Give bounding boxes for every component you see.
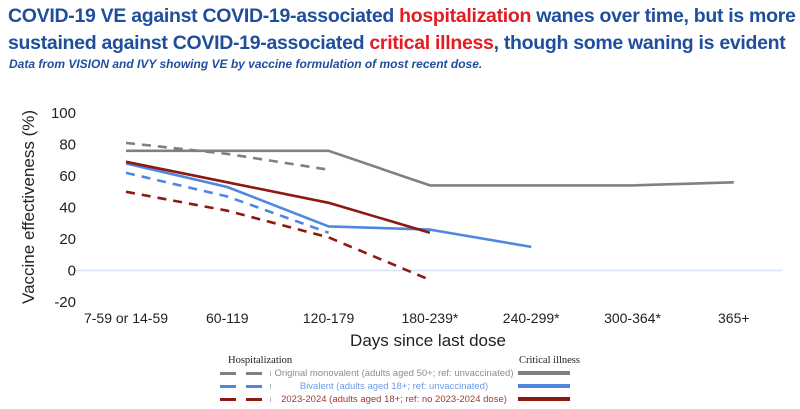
y-tick-label: 20 (59, 231, 76, 248)
series-line-bivalent-critical-illness (125, 162, 532, 249)
y-axis-title: Vaccine effectiveness (%) (19, 110, 38, 304)
x-axis-ticks: 7-59 or 14-59 60-119 120-179 180-239* 240-29… (84, 310, 750, 326)
x-tick-label: 240-299* (503, 310, 560, 326)
x-tick-label: 60-119 (206, 310, 249, 326)
title-part-3: , though some waning is evident (493, 32, 786, 54)
x-tick-label: 7-59 or 14-59 (84, 310, 168, 326)
x-tick-label: 180-239* (401, 310, 458, 326)
y-tick-label: 0 (68, 263, 76, 280)
title-part-2: wanes over time, but is more sustained a… (8, 5, 796, 54)
y-tick-label: 100 (51, 105, 76, 122)
title-highlight-critical-illness: critical illness (369, 32, 494, 54)
y-tick-label: 40 (59, 200, 76, 217)
series-lines (125, 141, 734, 282)
title-part-1: COVID-19 VE against COVID-19-associated (8, 5, 400, 27)
series-line-original-hospitalization (125, 141, 329, 171)
y-axis-ticks: 100 80 60 40 20 0 -20 (51, 105, 76, 311)
x-tick-label: 120-179 (303, 310, 355, 326)
y-tick-label: -20 (54, 294, 76, 311)
chart-title: COVID-19 VE against COVID-19-associated … (8, 3, 800, 57)
y-tick-label: 80 (59, 137, 76, 154)
series-line-updated-hospitalization (125, 190, 431, 282)
chart-subtitle: Data from VISION and IVY showing VE by v… (9, 57, 483, 71)
title-highlight-hospitalization: hospitalization (399, 5, 532, 27)
x-axis-title: Days since last dose (350, 331, 506, 350)
series-line-updated-critical-illness (125, 160, 431, 234)
y-tick-label: 60 (59, 168, 76, 185)
x-tick-label: 365+ (718, 310, 750, 326)
series-line-bivalent-hospitalization (125, 171, 330, 234)
x-tick-label: 300-364* (604, 310, 661, 326)
